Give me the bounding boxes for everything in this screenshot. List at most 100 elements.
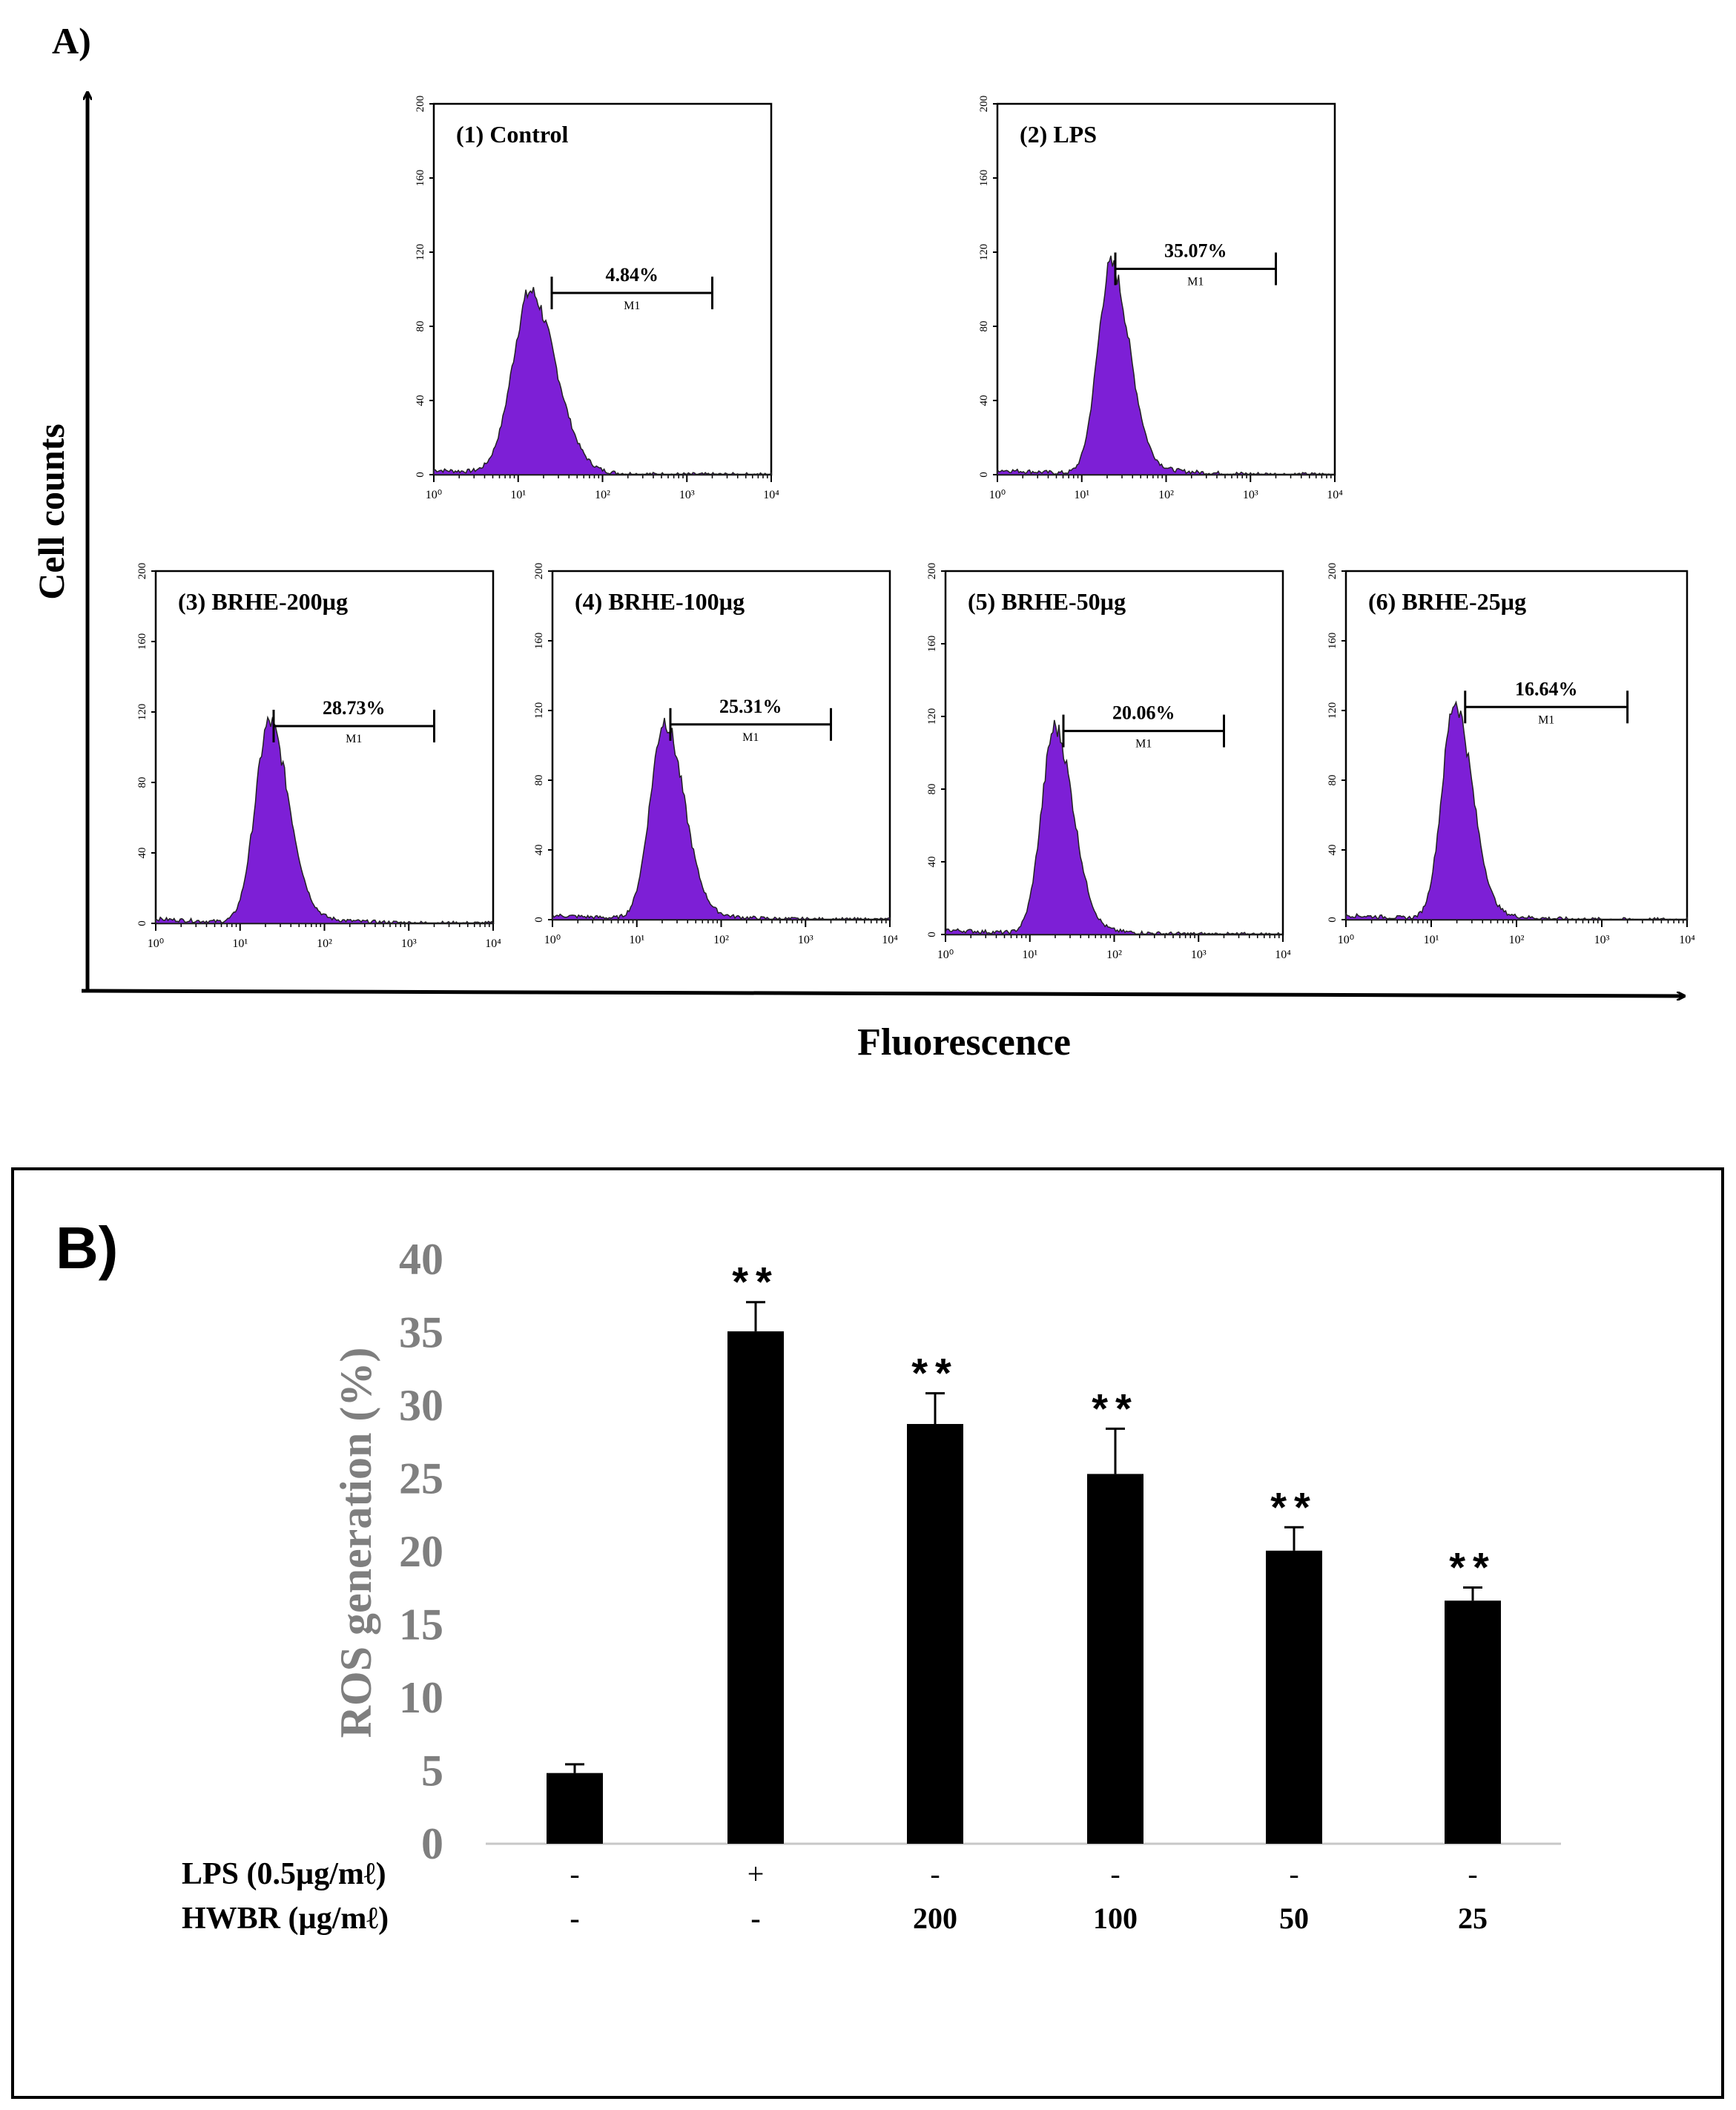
significance-marker: **	[1449, 1543, 1496, 1590]
x-tick-label: 10⁰	[1338, 934, 1354, 946]
y-tick-label: 80	[978, 321, 990, 332]
histogram-frame	[1344, 570, 1689, 921]
histogram-title: (5) BRHE-50µg	[968, 588, 1126, 615]
x-tick-label: 10¹	[510, 489, 526, 501]
y-tick-label: 160	[136, 633, 148, 650]
lps-row-value: -	[1289, 1857, 1298, 1890]
y-tick-label: 80	[415, 321, 426, 332]
bar	[907, 1424, 963, 1844]
gate-percent: 35.07%	[1164, 240, 1227, 262]
bar	[1087, 1474, 1143, 1844]
hwbr-row-value: -	[750, 1902, 760, 1935]
y-tick-label: 0	[978, 472, 990, 478]
y-tick-label: 120	[978, 244, 990, 261]
significance-marker: **	[1270, 1483, 1318, 1530]
y-tick-label: 0	[926, 932, 938, 937]
x-tick-label: 10¹	[232, 937, 248, 950]
lps-row-value: -	[570, 1857, 579, 1890]
y-tick-label: 25	[399, 1454, 443, 1503]
histogram-area	[552, 717, 891, 921]
x-tick-label: 10¹	[1022, 949, 1037, 961]
gate-label: M1	[346, 733, 362, 745]
x-tick-label: 10⁰	[426, 489, 442, 501]
y-tick-label: 0	[421, 1819, 443, 1868]
x-tick-label: 10¹	[629, 934, 644, 946]
x-tick-label: 10²	[1158, 489, 1174, 501]
y-tick-label: 0	[533, 917, 545, 923]
x-tick-label: 10³	[1243, 489, 1258, 501]
panel-a-label: A)	[52, 20, 91, 62]
y-tick-label: 40	[926, 857, 938, 868]
significance-marker: **	[911, 1350, 959, 1397]
y-tick-label: 40	[399, 1235, 443, 1284]
y-tick-label: 160	[415, 170, 426, 187]
lps-row-value: -	[1110, 1857, 1120, 1890]
x-tick-label: 10⁴	[882, 934, 898, 946]
hwbr-row-label: HWBR (µg/mℓ)	[182, 1902, 389, 1936]
histogram-area	[155, 715, 495, 925]
y-tick-label: 20	[399, 1527, 443, 1576]
panel-a-y-axis-label: Cell counts	[30, 423, 72, 600]
panel-a-x-axis-arrow	[81, 989, 1683, 996]
bar	[727, 1331, 784, 1844]
y-tick-label: 120	[136, 704, 148, 721]
gate-percent: 16.64%	[1515, 678, 1578, 699]
hwbr-row-value: -	[570, 1902, 579, 1935]
histogram-frame	[154, 570, 495, 925]
histogram-6: 0 40 80 120 160 200 10⁰ 10¹ 10² 10³ 10⁴ (6) BRHE-25…	[1327, 563, 1695, 946]
histogram-title: (6) BRHE-25µg	[1368, 588, 1526, 615]
y-tick-label: 35	[399, 1308, 443, 1357]
histogram-area	[433, 286, 772, 476]
lps-row-label: LPS (0.5µg/mℓ)	[182, 1857, 386, 1891]
y-tick-label: 200	[978, 96, 990, 113]
gate-label: M1	[1135, 738, 1152, 751]
x-tick-label: 10¹	[1074, 489, 1089, 501]
x-tick-label: 10³	[798, 934, 813, 946]
gate-label: M1	[1538, 713, 1554, 726]
histogram-4: 0 40 80 120 160 200 10⁰ 10¹ 10² 10³ 10⁴ (4) BRHE-10…	[533, 563, 898, 946]
lps-row-value: +	[747, 1857, 765, 1890]
hwbr-row-value: 200	[913, 1902, 957, 1935]
y-tick-label: 40	[978, 395, 990, 406]
gate-label: M1	[624, 300, 640, 312]
y-tick-label: 120	[533, 702, 545, 719]
y-axis-label: ROS generation (%)	[331, 1348, 380, 1738]
x-tick-label: 10⁴	[485, 937, 501, 950]
x-tick-label: 10³	[401, 937, 417, 950]
x-tick-label: 10³	[1191, 949, 1207, 961]
y-tick-label: 40	[415, 395, 426, 406]
x-tick-label: 10²	[1106, 949, 1122, 961]
histogram-area	[997, 255, 1335, 476]
histogram-3: 0 40 80 120 160 200 10⁰ 10¹ 10² 10³ 10⁴ (3) BRHE-20…	[136, 563, 501, 950]
histogram-title: (4) BRHE-100µg	[575, 588, 745, 615]
lps-row-value: -	[1468, 1857, 1477, 1890]
x-tick-label: 10⁰	[937, 949, 954, 961]
histogram-frame	[551, 570, 891, 921]
y-tick-label: 200	[926, 563, 938, 580]
x-tick-label: 10¹	[1424, 934, 1439, 946]
x-tick-label: 10⁰	[544, 934, 561, 946]
significance-marker: **	[732, 1259, 779, 1305]
y-tick-label: 5	[421, 1747, 443, 1796]
x-tick-label: 10⁴	[763, 489, 779, 501]
x-tick-label: 10²	[595, 489, 610, 501]
histogram-area	[1345, 700, 1688, 921]
histogram-2: 0 40 80 120 160 200 10⁰ 10¹ 10² 10³ 10⁴ (2) LPS 35.0…	[978, 96, 1343, 501]
y-tick-label: 10	[399, 1673, 443, 1722]
lps-row-value: -	[930, 1857, 940, 1890]
y-tick-label: 40	[136, 848, 148, 859]
x-tick-label: 10⁴	[1275, 949, 1291, 961]
x-tick-label: 10⁴	[1327, 489, 1343, 501]
histogram-title: (1) Control	[456, 121, 569, 148]
ros-bar-chart: 0 5 10 15 20 25 30 35 40 ROS generation (%) - - ** + -…	[182, 1235, 1561, 1936]
gate-label: M1	[742, 731, 759, 744]
x-tick-label: 10⁰	[989, 489, 1006, 501]
x-tick-label: 10²	[317, 937, 332, 950]
y-tick-label: 120	[415, 244, 426, 261]
y-tick-label: 0	[1327, 917, 1339, 923]
histogram-frame	[944, 570, 1284, 936]
histogram-title: (2) LPS	[1020, 121, 1097, 148]
panel-a-x-axis-label: Fluorescence	[857, 1021, 1071, 1064]
y-tick-label: 80	[926, 784, 938, 795]
